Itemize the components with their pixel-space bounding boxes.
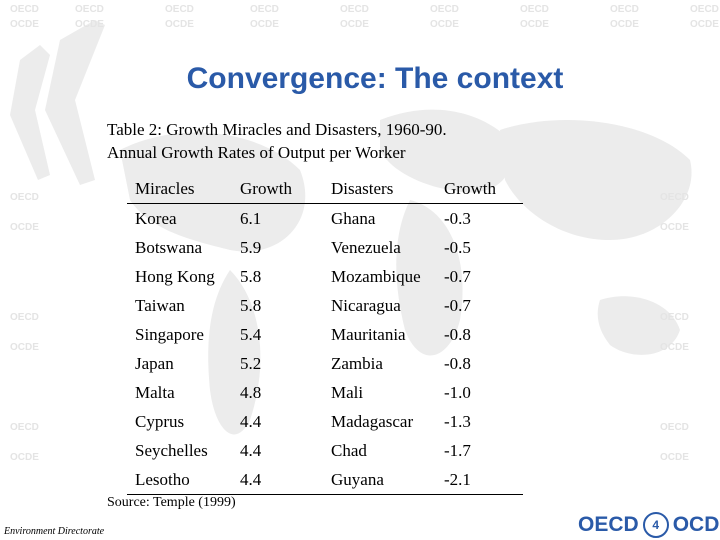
cell-miracle-country: Cyprus [135,411,185,431]
svg-text:OCDE: OCDE [520,19,549,30]
svg-text:OCDE: OCDE [75,19,104,30]
logo-oecd-text: OECD [578,513,639,536]
header-disasters: Disasters [323,175,436,204]
cell-disaster-growth: -0.5 [444,237,471,257]
table-row: Botswana 5.9 Venezuela -0.5 [127,233,523,262]
source-note: Source: Temple (1999) [107,495,236,510]
svg-text:OCDE: OCDE [10,342,39,353]
svg-text:OCDE: OCDE [10,452,39,463]
cell-disaster-growth: -2.1 [436,465,523,495]
table-row: Japan 5.2 Zambia -0.8 [127,349,523,378]
svg-text:OECD: OECD [520,4,549,15]
header-growth-disasters: Growth [436,175,523,204]
svg-text:OCDE: OCDE [610,19,639,30]
svg-text:OECD: OECD [10,192,39,203]
cell-disaster-growth: -1.0 [444,382,471,402]
svg-text:OCDE: OCDE [660,452,689,463]
svg-text:OCDE: OCDE [10,19,39,30]
svg-text:OECD: OECD [165,4,194,15]
svg-text:OECD: OECD [340,4,369,15]
growth-table: Miracles Growth Disasters Growth Korea 6… [127,175,523,495]
cell-disaster-country: Madagascar [331,411,414,431]
cell-disaster-growth: -0.3 [444,208,471,228]
table-row: Korea 6.1 Ghana -0.3 [127,204,523,234]
svg-text:OECD: OECD [250,4,279,15]
cell-miracle-growth: 6.1 [240,208,262,228]
cell-disaster-country: Mozambique [331,266,421,286]
caption-line-1: Table 2: Growth Miracles and Disasters, … [107,120,447,139]
table-caption: Table 2: Growth Miracles and Disasters, … [107,118,447,164]
table-row: Seychelles 4.4 Chad -1.7 [127,436,523,465]
svg-text:OCDE: OCDE [660,222,689,233]
cell-miracle-growth: 4.4 [240,440,262,460]
cell-miracle-growth: 5.8 [240,266,262,286]
cell-miracle-country: Singapore [135,324,204,344]
cell-disaster-growth: -1.7 [444,440,471,460]
cell-disaster-growth: -0.8 [444,324,471,344]
svg-text:OECD: OECD [75,4,104,15]
svg-text:OECD: OECD [660,422,689,433]
cell-miracle-country: Korea [135,208,177,228]
svg-text:OECD: OECD [10,312,39,323]
cell-miracle-country: Botswana [135,237,203,257]
cell-disaster-growth: -0.7 [444,266,471,286]
svg-text:OCDE: OCDE [340,19,369,30]
cell-disaster-country: Mali [331,382,364,402]
cell-disaster-country: Nicaragua [331,295,401,315]
cell-disaster-country: Chad [331,440,367,460]
cell-disaster-country: Guyana [323,465,436,495]
table-row: Lesotho 4.4 Guyana -2.1 [127,465,523,495]
svg-text:OECD: OECD [10,422,39,433]
slide-title: Convergence: The context [186,62,564,95]
caption-line-2: Annual Growth Rates of Output per Worker [107,143,406,162]
svg-text:OCDE: OCDE [165,19,194,30]
cell-disaster-growth: -0.8 [444,353,471,373]
table-row: Singapore 5.4 Mauritania -0.8 [127,320,523,349]
cell-miracle-growth: 4.4 [232,465,323,495]
cell-miracle-growth: 5.8 [240,295,262,315]
svg-text:OCDE: OCDE [10,222,39,233]
table-row: Hong Kong 5.8 Mozambique -0.7 [127,262,523,291]
svg-text:OECD: OECD [610,4,639,15]
svg-text:OCDE: OCDE [430,19,459,30]
table-row: Malta 4.8 Mali -1.0 [127,378,523,407]
table-row: Cyprus 4.4 Madagascar -1.3 [127,407,523,436]
cell-disaster-country: Ghana [331,208,376,228]
logo-ocde-text: OCDE [672,513,720,536]
svg-text:OECD: OECD [660,312,689,323]
cell-disaster-country: Venezuela [331,237,401,257]
cell-miracle-country: Taiwan [135,295,185,315]
cell-disaster-country: Mauritania [331,324,406,344]
svg-text:OCDE: OCDE [660,342,689,353]
cell-miracle-country: Seychelles [135,440,208,460]
page-number-badge: 4 [642,512,669,538]
cell-miracle-country: Malta [135,382,175,402]
directorate-label: Environment Directorate [4,526,105,537]
svg-text:OECD: OECD [10,4,39,15]
cell-miracle-growth: 5.4 [240,324,262,344]
cell-miracle-growth: 5.2 [240,353,262,373]
header-miracles: Miracles [127,175,232,204]
svg-text:OCDE: OCDE [250,19,279,30]
oecd-logo: OECD 4 OCDE [578,512,720,538]
cell-disaster-country: Zambia [331,353,383,373]
cell-disaster-growth: -1.3 [444,411,471,431]
cell-miracle-growth: 4.8 [240,382,262,402]
header-growth-miracles: Growth [232,175,323,204]
svg-text:OCDE: OCDE [690,19,719,30]
svg-text:OECD: OECD [660,192,689,203]
cell-miracle-growth: 5.9 [240,237,262,257]
cell-miracle-growth: 4.4 [240,411,262,431]
svg-text:OECD: OECD [690,4,719,15]
cell-miracle-country: Japan [135,353,174,373]
svg-text:OECD: OECD [430,4,459,15]
table-header-row: Miracles Growth Disasters Growth [127,175,523,204]
table-row: Taiwan 5.8 Nicaragua -0.7 [127,291,523,320]
cell-disaster-growth: -0.7 [444,295,471,315]
cell-miracle-country: Hong Kong [135,266,215,286]
cell-miracle-country: Lesotho [127,465,232,495]
